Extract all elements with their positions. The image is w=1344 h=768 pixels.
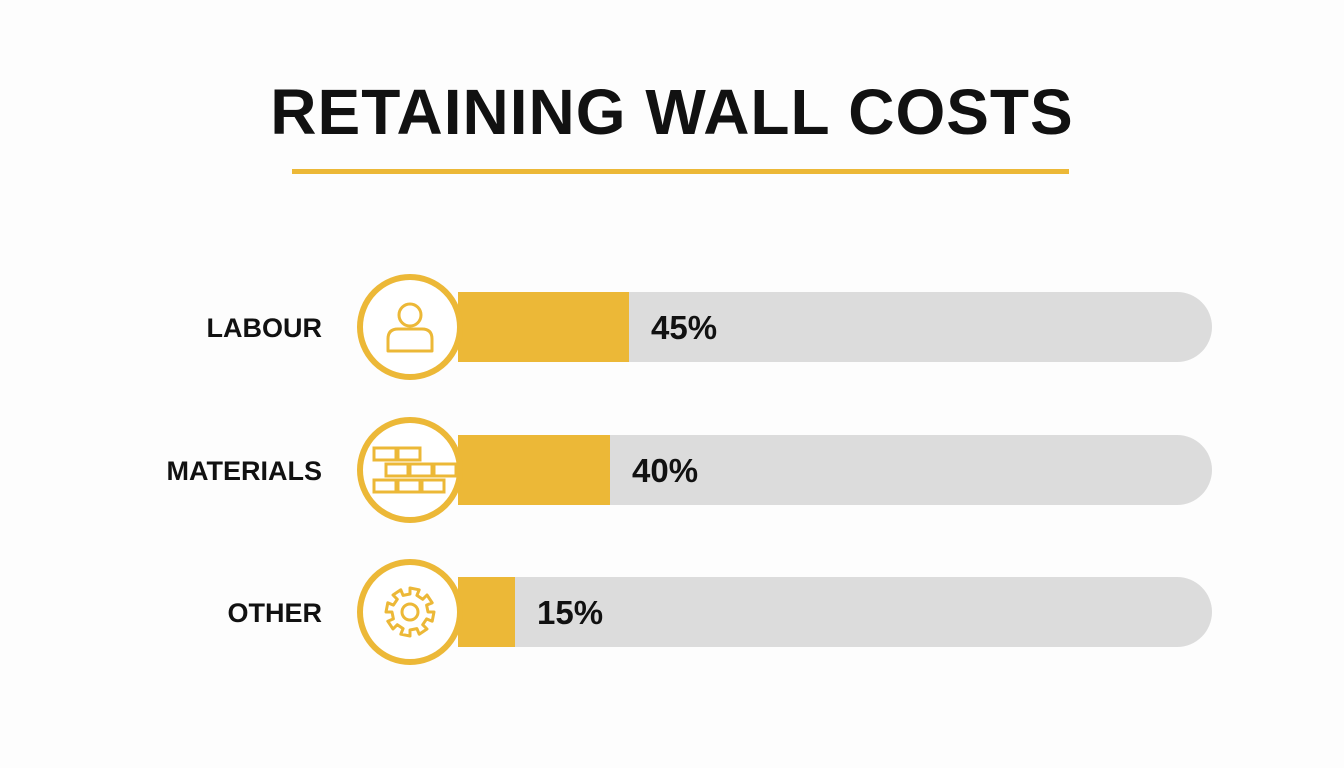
value-label: 45% [651,309,717,346]
bar-fill [458,577,515,647]
bar-row-other: OTHER 15% [228,559,1212,665]
bar-row-labour: LABOUR 45% [207,274,1212,380]
bar-row-materials: MATERIALS 40% [167,417,1212,523]
category-label: MATERIALS [167,456,323,486]
chart-title: RETAINING WALL COSTS [270,76,1074,148]
bar-track [458,577,1212,647]
bar-fill [458,435,610,505]
value-label: 40% [632,452,698,489]
category-label: LABOUR [207,313,323,343]
bar-track [458,435,1212,505]
person-icon [386,302,434,353]
bricks-icon [372,446,458,494]
value-label: 15% [537,594,603,631]
gear-icon [384,586,436,638]
category-label: OTHER [228,598,323,628]
icon-badge [357,559,463,665]
title-underline [292,169,1069,174]
bar-fill [458,292,629,362]
bar-track [458,292,1212,362]
